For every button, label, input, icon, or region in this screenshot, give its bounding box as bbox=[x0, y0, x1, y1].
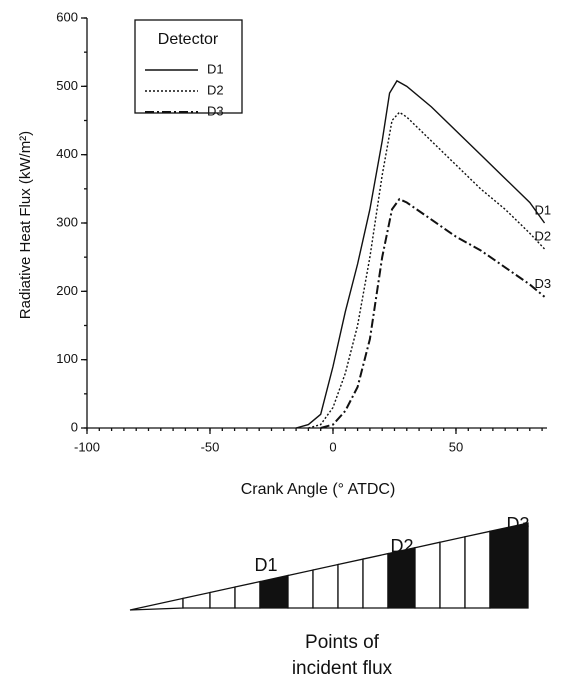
wedge-segment bbox=[312, 563, 339, 609]
x-tick-label: -100 bbox=[74, 439, 100, 454]
wedge-segment bbox=[287, 569, 314, 609]
legend-label: D3 bbox=[207, 103, 224, 118]
wedge-segment bbox=[234, 580, 261, 609]
caption: incident flux bbox=[292, 658, 393, 679]
legend-box bbox=[134, 19, 243, 114]
legend-label: D1 bbox=[207, 61, 224, 76]
y-tick-label: 0 bbox=[71, 419, 78, 434]
wedge-segment bbox=[464, 530, 491, 609]
wedge-segment bbox=[439, 535, 466, 609]
wedge-segment bbox=[209, 586, 236, 609]
diagram-label: D1 bbox=[254, 555, 277, 575]
y-tick-label: 300 bbox=[56, 214, 78, 229]
wedge-segment bbox=[414, 541, 441, 609]
legend-label: D2 bbox=[207, 82, 224, 97]
wedge-segment bbox=[489, 522, 529, 609]
y-tick-label: 100 bbox=[56, 351, 78, 366]
wedge-segment bbox=[129, 597, 184, 611]
caption: Points of bbox=[305, 632, 380, 653]
wedge-segment bbox=[362, 552, 389, 609]
x-axis-label: Crank Angle (° ATDC) bbox=[241, 481, 396, 498]
wedge-segment bbox=[387, 546, 416, 609]
y-tick-label: 200 bbox=[56, 283, 78, 298]
series-line bbox=[308, 111, 546, 429]
wedge-segment bbox=[337, 558, 364, 609]
x-tick-label: 50 bbox=[449, 439, 463, 454]
end-label: D2 bbox=[535, 228, 552, 243]
y-tick-label: 500 bbox=[56, 78, 78, 93]
y-axis-label: Radiative Heat Flux (kW/m²) bbox=[17, 131, 34, 319]
series-line bbox=[320, 197, 546, 429]
y-tick-label: 600 bbox=[56, 9, 78, 24]
wedge-segment bbox=[182, 591, 211, 609]
x-tick-label: -50 bbox=[201, 439, 220, 454]
x-tick-label: 0 bbox=[329, 439, 336, 454]
series-line bbox=[295, 79, 546, 429]
end-label: D3 bbox=[535, 276, 552, 291]
wedge-segment bbox=[259, 574, 289, 609]
legend-title: Detector bbox=[158, 31, 219, 48]
y-tick-label: 400 bbox=[56, 146, 78, 161]
end-label: D1 bbox=[535, 202, 552, 217]
